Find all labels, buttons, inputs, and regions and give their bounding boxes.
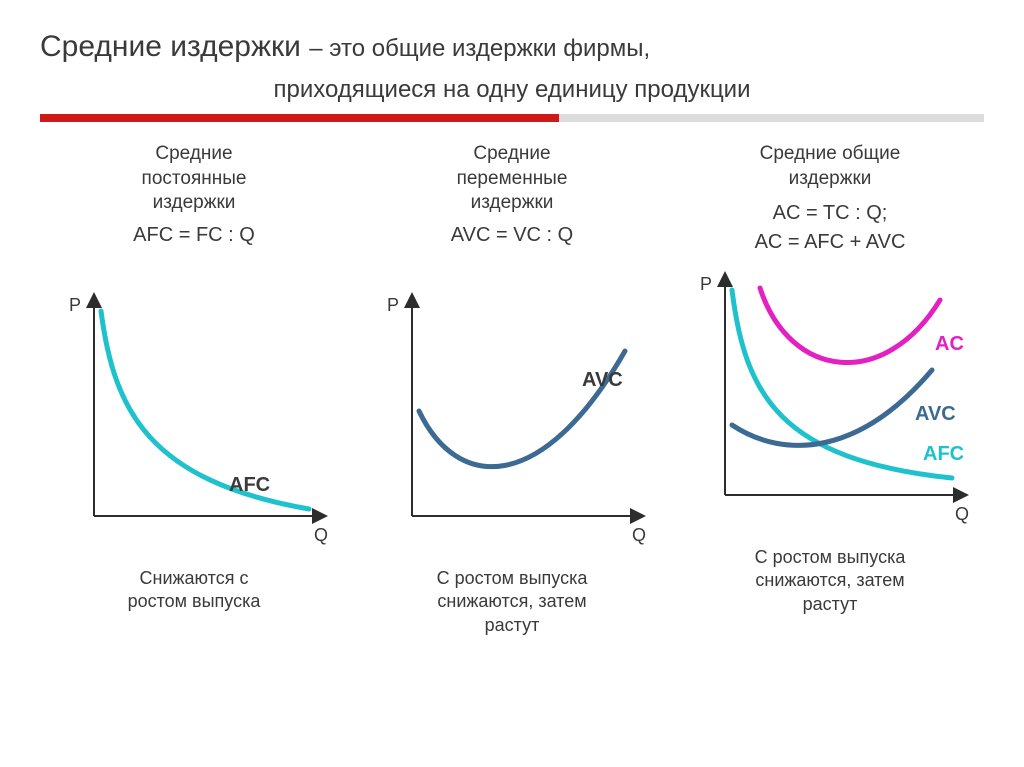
chart-panel: Средние общиеиздержки AC = TC : Q; AC = AF…	[676, 142, 984, 637]
svg-text:Q: Q	[632, 525, 646, 545]
curve-afc	[101, 311, 309, 509]
chart-formula: AVC = VC : Q	[451, 224, 573, 247]
chart-heading: Средниепостоянныеиздержки	[142, 142, 247, 216]
chart-svg: P Q AFC	[49, 281, 339, 551]
curve-avc	[732, 370, 932, 445]
chart-heading: Средниепеременныеиздержки	[457, 142, 568, 216]
divider-fill	[40, 114, 559, 122]
svg-text:P: P	[700, 274, 712, 294]
svg-text:Q: Q	[955, 504, 969, 524]
page-title: Средние издержки – это общие издержки фи…	[40, 30, 984, 64]
svg-text:P: P	[387, 295, 399, 315]
chart-panel: Средниепостоянныеиздержки AFC = FC : Q P Q A…	[40, 142, 348, 637]
curve-label-afc: AFC	[923, 443, 964, 465]
chart-svg: P Q AFC AVC AC	[680, 260, 980, 530]
title-rest: – это общие издержки фирмы,	[309, 35, 650, 62]
curve-label-afc: AFC	[229, 474, 270, 496]
chart-caption: С ростом выпускаснижаются, затемрастут	[437, 567, 588, 637]
chart-formula: AC = TC : Q;	[773, 202, 888, 225]
chart-caption: С ростом выпускаснижаются, затемрастут	[755, 546, 906, 616]
subtitle: приходящиеся на одну единицу продукции	[40, 76, 984, 104]
chart-formula: AFC = FC : Q	[133, 224, 255, 247]
title-strong: Средние издержки	[40, 30, 301, 63]
curve-label-ac: AC	[935, 333, 964, 355]
chart-caption: Снижаются сростом выпуска	[128, 567, 261, 614]
chart-heading: Средние общиеиздержки	[760, 142, 901, 194]
chart-panel: Средниепеременныеиздержки AVC = VC : Q P Q A…	[358, 142, 666, 637]
chart-svg: P Q AVC	[367, 281, 657, 551]
curve-ac	[760, 288, 940, 362]
curve-label-avc: AVC	[582, 369, 623, 391]
chart-formula-secondary: AC = AFC + AVC	[755, 231, 906, 254]
charts-row: Средниепостоянныеиздержки AFC = FC : Q P Q A…	[40, 142, 984, 637]
curve-label-avc: AVC	[915, 403, 956, 425]
svg-text:Q: Q	[314, 525, 328, 545]
svg-text:P: P	[69, 295, 81, 315]
divider	[40, 114, 984, 122]
